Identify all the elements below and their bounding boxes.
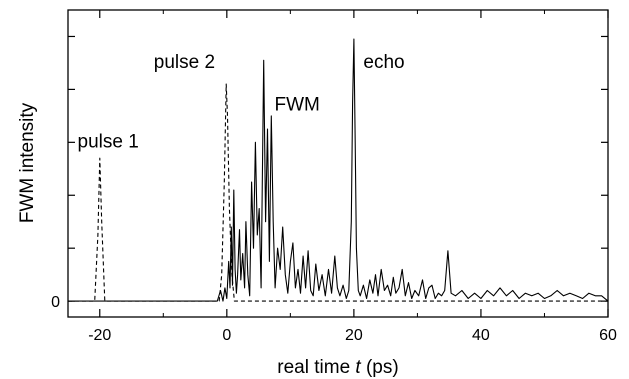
annotation-label: pulse 1 (78, 132, 139, 153)
x-tick-label: -20 (88, 327, 111, 344)
annotation-label: echo (363, 52, 404, 73)
y-tick-label: 0 (51, 294, 60, 311)
x-tick-label: 20 (345, 327, 363, 344)
y-axis-label: FWM intensity (17, 102, 38, 223)
x-axis-label-variable: t (355, 357, 361, 378)
fwm-signal-line (68, 38, 609, 302)
x-tick-label: 0 (222, 327, 231, 344)
x-axis-label-prefix: real time (277, 357, 355, 378)
pulse-series-line (68, 83, 608, 302)
annotations: pulse 1 pulse 2 FWM echo (78, 52, 405, 152)
x-tick-label: 60 (599, 327, 617, 344)
plot-frame (67, 9, 609, 318)
x-axis-ticks (99, 10, 609, 317)
x-axis-label: real time t (ps) (277, 357, 398, 378)
data-series (68, 38, 609, 302)
y-axis-tick-labels: 0 (51, 294, 60, 311)
x-axis-label-suffix: (ps) (361, 357, 399, 378)
annotation-label: FWM (274, 95, 319, 116)
y-axis-ticks (68, 35, 608, 302)
annotation-label: pulse 2 (154, 52, 215, 73)
x-tick-label: 40 (472, 327, 490, 344)
x-axis-tick-labels: -20 0 20 40 60 (88, 327, 617, 344)
